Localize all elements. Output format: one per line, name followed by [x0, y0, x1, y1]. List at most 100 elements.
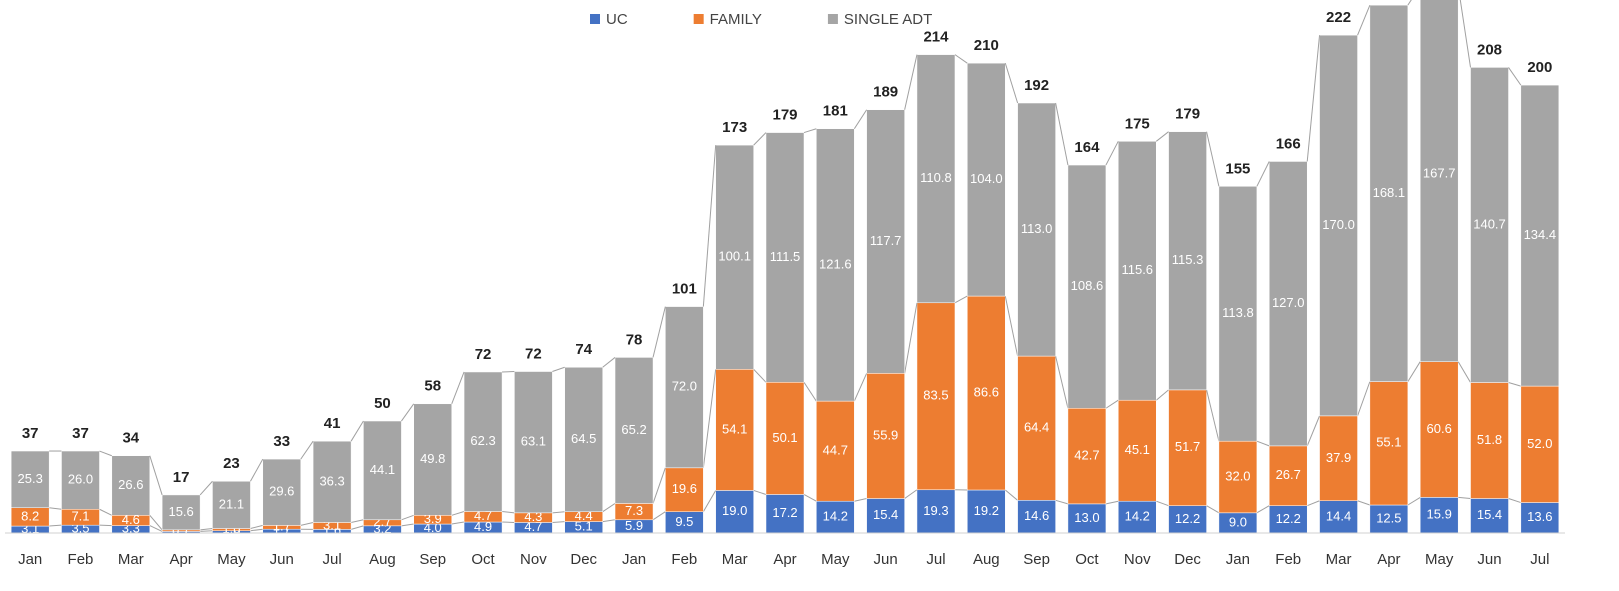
x-tick-label: Jul — [926, 551, 945, 568]
x-tick-label: Aug — [973, 551, 1000, 568]
series-line — [1206, 131, 1220, 187]
data-label: 51.8 — [1477, 432, 1502, 447]
total-label: 33 — [273, 433, 290, 450]
x-tick-label: Nov — [1124, 551, 1151, 568]
data-label: 55.9 — [873, 427, 898, 442]
series-line — [954, 54, 968, 64]
total-label: 34 — [122, 430, 139, 447]
bar-segment — [312, 440, 352, 523]
x-tick-label: Mar — [118, 551, 144, 568]
bar-segment — [262, 458, 302, 526]
data-label: 29.6 — [269, 484, 294, 499]
total-label: 210 — [974, 37, 999, 54]
series-line — [1458, 496, 1471, 500]
series-line — [1407, 496, 1421, 506]
series-line — [350, 525, 364, 530]
total-label: 72 — [475, 346, 492, 363]
data-label: 19.2 — [974, 503, 999, 518]
total-label: 179 — [772, 107, 797, 124]
series-line — [1407, 361, 1421, 382]
legend-swatch — [590, 14, 600, 24]
series-line — [803, 128, 817, 134]
data-label: 13.0 — [1074, 510, 1099, 525]
data-label: 113.0 — [1021, 221, 1053, 236]
series-line — [652, 511, 666, 521]
series-line — [904, 302, 918, 374]
series-line — [1055, 355, 1069, 409]
total-label: 179 — [1175, 106, 1200, 123]
bar-segment — [1017, 500, 1056, 534]
series-line — [753, 132, 767, 146]
data-label: 37.9 — [1326, 450, 1351, 465]
bar-segment — [866, 498, 905, 534]
bar-segment — [715, 369, 754, 491]
data-label: 111.5 — [770, 249, 801, 264]
data-label: 19.6 — [672, 481, 697, 496]
bar-segment — [967, 62, 1006, 297]
legend-label: SINGLE ADT — [844, 11, 932, 28]
series-line — [149, 525, 163, 532]
series-line — [853, 109, 868, 130]
legend-label: UC — [606, 11, 628, 28]
bar-segment — [1017, 102, 1056, 357]
series-line — [99, 508, 113, 516]
series-line — [854, 498, 867, 502]
total-label: 37 — [72, 425, 89, 442]
bar-segment — [916, 302, 956, 491]
series-line — [49, 507, 62, 510]
series-line — [1004, 63, 1019, 104]
series-line — [904, 489, 918, 499]
series-line — [1457, 361, 1471, 383]
data-label: 21.1 — [219, 496, 244, 511]
series-line — [552, 366, 565, 373]
data-label: 49.8 — [420, 451, 445, 466]
bar-segment — [1067, 164, 1107, 409]
bar-segment — [61, 450, 100, 510]
series-line — [1004, 489, 1018, 501]
bar-segment — [916, 54, 956, 304]
series-line — [753, 368, 767, 383]
data-label: 14.2 — [823, 509, 848, 524]
series-line — [1105, 141, 1119, 166]
x-tick-label: Mar — [1326, 551, 1352, 568]
data-label: 60.6 — [1427, 421, 1452, 436]
x-tick-label: Apr — [169, 551, 192, 568]
series-line — [1105, 399, 1119, 409]
series-line — [1256, 440, 1270, 447]
series-line — [1055, 499, 1069, 505]
data-label: 64.4 — [1024, 420, 1049, 435]
series-line — [1407, 0, 1412, 6]
series-line — [300, 440, 314, 460]
x-tick-label: Jul — [1530, 551, 1549, 568]
legend-swatch — [693, 14, 704, 24]
data-label: 19.0 — [722, 503, 747, 518]
bar-segment — [1118, 141, 1157, 401]
data-label: 50.1 — [772, 430, 797, 445]
x-tick-label: Oct — [1075, 551, 1099, 568]
bar-segment — [1118, 500, 1157, 534]
total-label: 74 — [575, 341, 592, 358]
series-line — [149, 514, 163, 531]
series-line — [1055, 102, 1069, 166]
x-tick-label: Nov — [520, 551, 547, 568]
data-label: 14.4 — [1326, 508, 1351, 523]
x-tick-label: Jun — [1477, 551, 1501, 568]
total-label: 189 — [873, 84, 898, 101]
series-line — [552, 521, 565, 523]
series-line — [1004, 295, 1019, 357]
bar-segment — [715, 144, 754, 370]
data-label: 15.4 — [873, 507, 898, 522]
total-label: 17 — [173, 469, 190, 486]
data-label: 17.2 — [772, 505, 797, 520]
data-label: 44.7 — [823, 443, 848, 458]
data-label: 170.0 — [1322, 217, 1355, 232]
series-line — [552, 511, 565, 514]
series-line — [702, 145, 717, 307]
series-line — [401, 514, 414, 521]
total-label: 37 — [22, 425, 39, 442]
data-label: 36.3 — [319, 473, 344, 488]
total-label: 101 — [672, 281, 697, 298]
data-label: 44.1 — [370, 462, 395, 477]
bar-segment — [1218, 186, 1258, 442]
bar-segment — [1520, 385, 1560, 503]
